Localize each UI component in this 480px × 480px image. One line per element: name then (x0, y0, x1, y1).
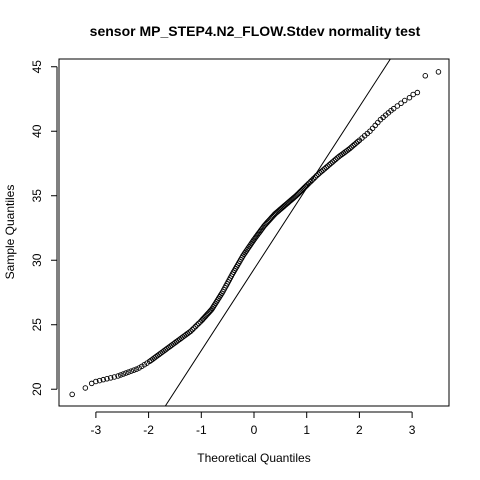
data-points (69, 69, 442, 398)
data-point (375, 119, 381, 126)
x-tick-label: -2 (143, 423, 154, 437)
data-point (88, 380, 95, 387)
plot-frame (58, 58, 450, 407)
data-point (186, 329, 192, 336)
data-point (422, 73, 429, 79)
data-point (189, 326, 196, 333)
x-axis: -3 -2 -1 0 1 2 3 (91, 411, 416, 437)
x-tick-label: 3 (409, 423, 416, 437)
data-point (390, 105, 397, 112)
data-point (414, 89, 421, 96)
data-point (128, 368, 134, 374)
data-point (394, 103, 401, 109)
data-point (69, 391, 75, 398)
data-point (310, 175, 317, 182)
data-point (100, 376, 107, 383)
y-tick-label: 45 (30, 60, 44, 74)
data-point (351, 141, 358, 148)
data-point (123, 370, 129, 376)
data-point (345, 146, 352, 153)
data-point (115, 373, 121, 379)
data-point (307, 179, 314, 185)
data-point (347, 145, 353, 152)
x-tick-label: 2 (356, 423, 363, 437)
data-point (195, 320, 202, 327)
data-point (131, 367, 137, 373)
data-point (435, 69, 442, 75)
data-point (323, 164, 329, 171)
data-point (96, 377, 103, 384)
data-point (372, 122, 378, 129)
data-point (401, 97, 408, 104)
y-tick-label: 30 (30, 253, 44, 267)
y-axis-label: Sample Quantiles (3, 185, 17, 280)
data-point (353, 140, 359, 146)
data-point (120, 371, 127, 377)
chart-title: sensor MP_STEP4.N2_FLOW.Stdev normality … (90, 23, 421, 39)
data-point (406, 94, 413, 101)
data-point (321, 166, 328, 172)
y-tick-label: 35 (30, 189, 44, 203)
data-point (325, 163, 331, 169)
data-point (320, 167, 326, 173)
x-tick-label: 0 (251, 423, 258, 437)
reference-line (164, 58, 391, 407)
data-point (117, 372, 124, 378)
reference-line-layer (164, 58, 391, 407)
data-point (326, 161, 333, 168)
data-point (350, 142, 356, 149)
data-point (188, 328, 194, 334)
data-point (104, 376, 110, 382)
data-point (317, 170, 323, 176)
data-point (328, 160, 334, 167)
data-point (107, 375, 114, 381)
data-point (332, 156, 339, 163)
y-axis: 20 25 30 35 40 45 (30, 60, 58, 396)
data-point (331, 157, 337, 164)
data-point (133, 366, 140, 372)
data-point (82, 385, 89, 391)
x-tick-label: -1 (196, 423, 207, 437)
data-point (398, 100, 404, 106)
data-point (318, 168, 325, 175)
data-point (355, 138, 361, 145)
y-tick-label: 25 (30, 318, 44, 332)
y-tick-label: 20 (30, 382, 44, 396)
y-tick-label: 40 (30, 124, 44, 138)
data-point (191, 325, 197, 331)
x-axis-label: Theoretical Quantiles (197, 451, 310, 465)
data-point (348, 144, 355, 150)
data-point (369, 125, 376, 132)
data-point (192, 323, 199, 330)
data-point (329, 159, 336, 165)
data-point (194, 322, 200, 328)
data-point (111, 374, 118, 380)
x-tick-label: 1 (303, 423, 310, 437)
data-point (125, 369, 132, 375)
x-tick-label: -3 (91, 423, 102, 437)
data-point (309, 177, 315, 184)
